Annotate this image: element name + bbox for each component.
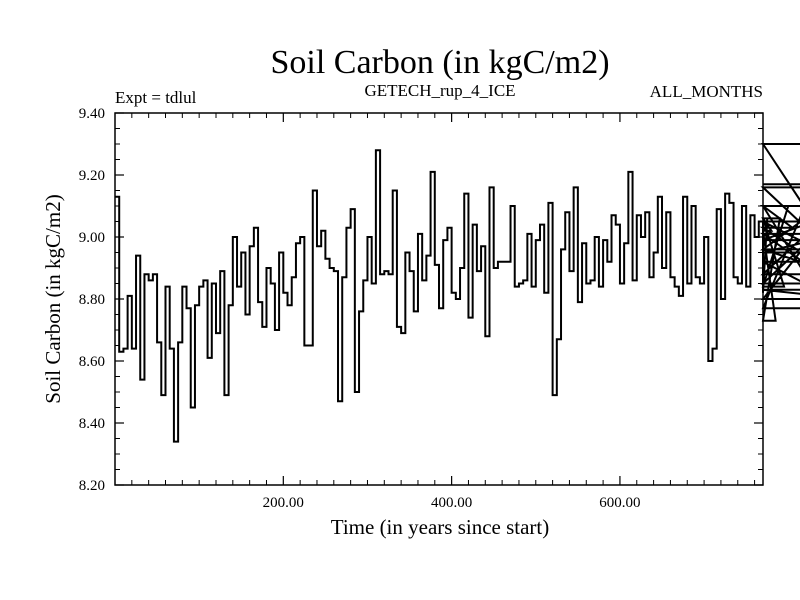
y-tick-label: 9.40 bbox=[79, 106, 105, 122]
series-line bbox=[115, 143, 800, 443]
y-tick-label: 8.20 bbox=[79, 478, 105, 494]
y-tick-label: 8.60 bbox=[79, 354, 105, 370]
y-tick-label: 9.00 bbox=[79, 230, 105, 246]
chart-title: Soil Carbon (in kgC/m2) bbox=[270, 44, 609, 81]
x-axis-label: Time (in years since start) bbox=[331, 515, 550, 539]
x-tick-label: 200.00 bbox=[263, 495, 304, 511]
chart-subtitle: GETECH_rup_4_ICE bbox=[364, 81, 515, 100]
y-tick-label: 9.20 bbox=[79, 168, 105, 184]
months-label: ALL_MONTHS bbox=[650, 82, 763, 101]
x-tick-label: 400.00 bbox=[431, 495, 472, 511]
y-tick-label: 8.40 bbox=[79, 416, 105, 432]
experiment-label: Expt = tdlul bbox=[115, 88, 197, 107]
x-tick-label: 600.00 bbox=[599, 495, 640, 511]
x-axis: 200.00 400.00 600.00 bbox=[131, 113, 756, 511]
y-axis-label: Soil Carbon (in kgC/m2) bbox=[41, 194, 65, 403]
y-axis: 8.20 8.40 8.60 8.80 9.00 9.20 9.40 bbox=[79, 106, 763, 494]
plot-frame bbox=[114, 112, 764, 486]
y-tick-label: 8.80 bbox=[79, 292, 105, 308]
